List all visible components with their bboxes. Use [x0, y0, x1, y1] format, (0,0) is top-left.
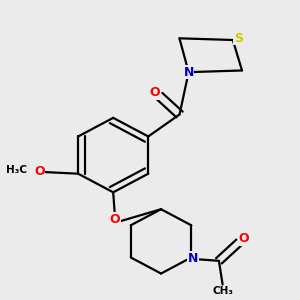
Text: H₃C: H₃C: [6, 165, 27, 175]
Text: N: N: [184, 66, 194, 79]
Text: S: S: [234, 32, 243, 45]
Text: O: O: [110, 213, 120, 226]
Text: O: O: [34, 166, 45, 178]
Text: CH₃: CH₃: [212, 286, 233, 296]
Text: O: O: [150, 86, 160, 99]
Text: N: N: [188, 252, 198, 265]
Text: O: O: [238, 232, 249, 245]
